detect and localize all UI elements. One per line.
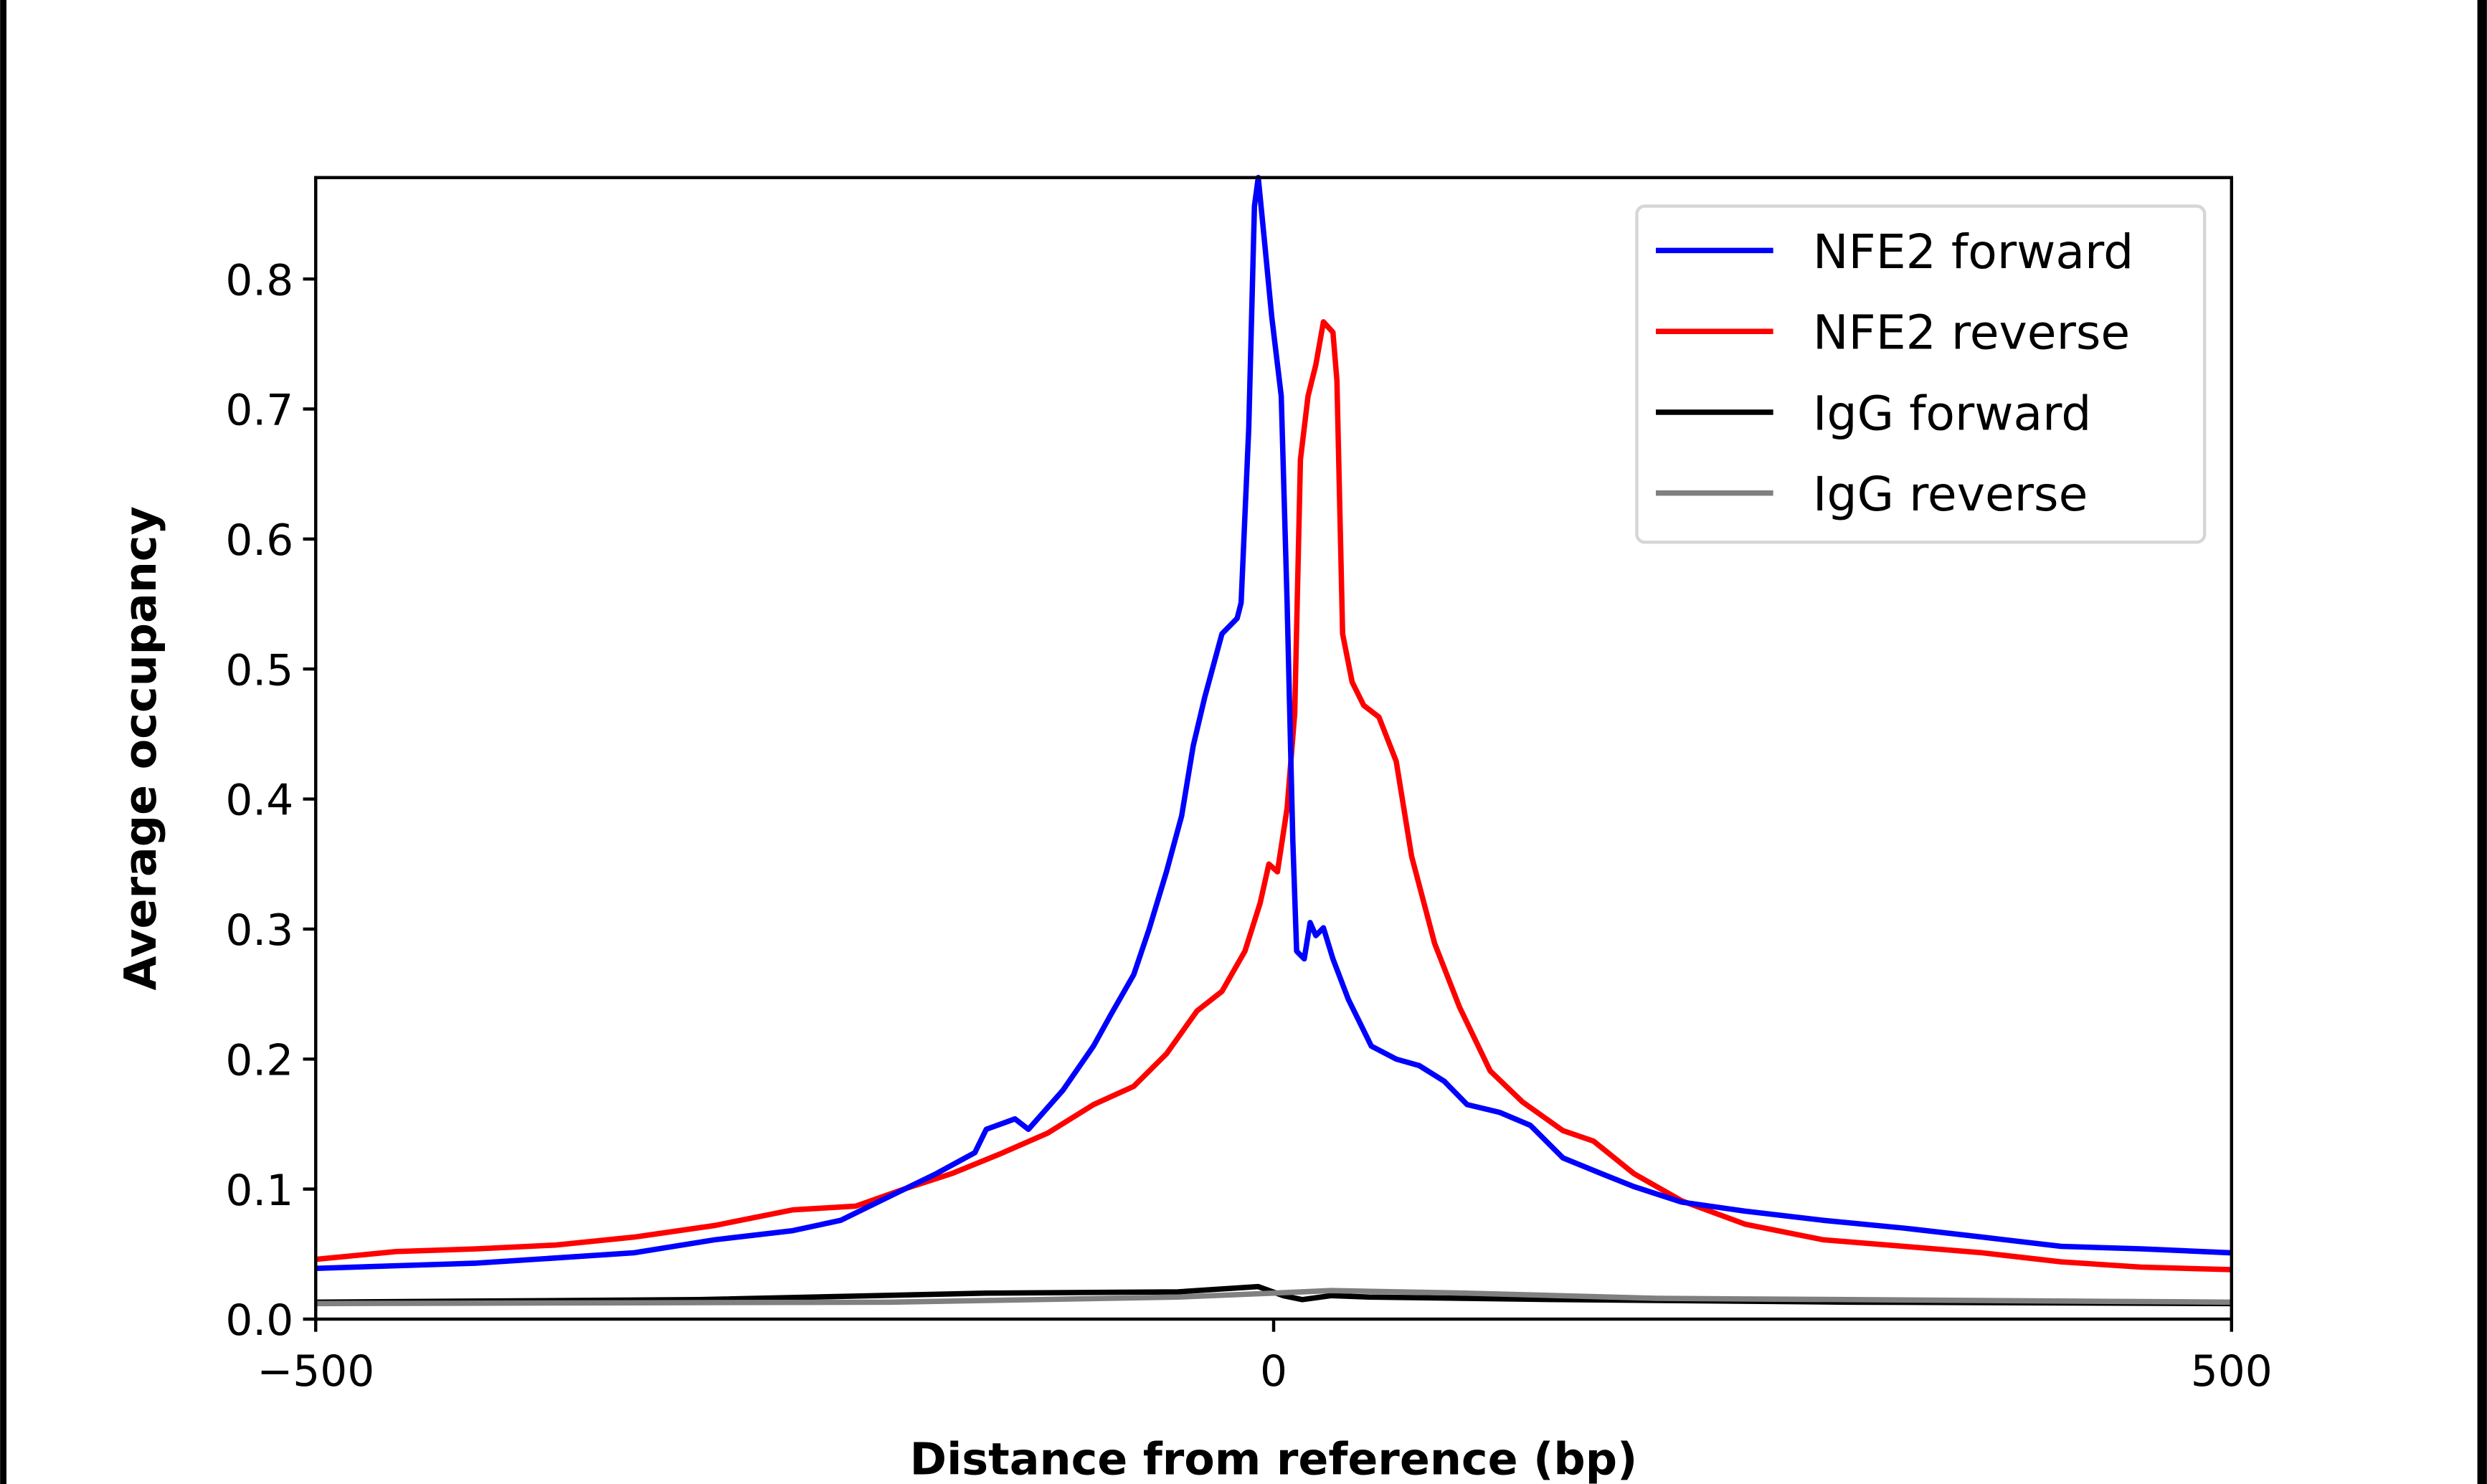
legend-label: IgG forward	[1813, 385, 2091, 441]
series-lines	[316, 174, 2232, 1307]
x-axis-label: Distance from reference (bp)	[910, 1434, 1638, 1484]
left-frame-border	[0, 0, 7, 1484]
x-tick-label: 0	[1260, 1347, 1287, 1397]
legend-label: NFE2 reverse	[1813, 305, 2130, 361]
y-tick-label: 0.6	[225, 516, 293, 566]
series-line-igg-reverse	[316, 1288, 2232, 1307]
legend-box	[1635, 204, 2207, 544]
y-axis-label: Average occupancy	[115, 506, 166, 990]
x-axis-ticks: −500 0 500	[257, 1319, 2273, 1397]
y-tick-label: 0.0	[225, 1296, 293, 1346]
y-tick-label: 0.1	[225, 1166, 293, 1216]
y-tick-label: 0.4	[225, 776, 293, 826]
legend-label: NFE2 forward	[1813, 224, 2133, 280]
series-line-nfe2-forward	[316, 174, 2232, 1271]
series-line-igg-forward	[316, 1283, 2232, 1307]
y-tick-label: 0.7	[225, 386, 293, 436]
legend-label: IgG reverse	[1813, 466, 2088, 522]
right-frame-border	[2477, 0, 2487, 1484]
y-tick-label: 0.2	[225, 1036, 293, 1085]
x-tick-label: −500	[257, 1347, 374, 1397]
y-tick-label: 0.3	[225, 906, 293, 956]
legend: NFE2 forward NFE2 reverse IgG forward IgG r…	[1635, 204, 2207, 544]
x-tick-label: 500	[2191, 1347, 2273, 1397]
y-tick-label: 0.5	[225, 646, 293, 695]
y-tick-label: 0.8	[225, 256, 293, 305]
y-axis-ticks: 0.0 0.1 0.2 0.3 0.4 0.5 0.6 0.7 0.8	[225, 256, 316, 1346]
